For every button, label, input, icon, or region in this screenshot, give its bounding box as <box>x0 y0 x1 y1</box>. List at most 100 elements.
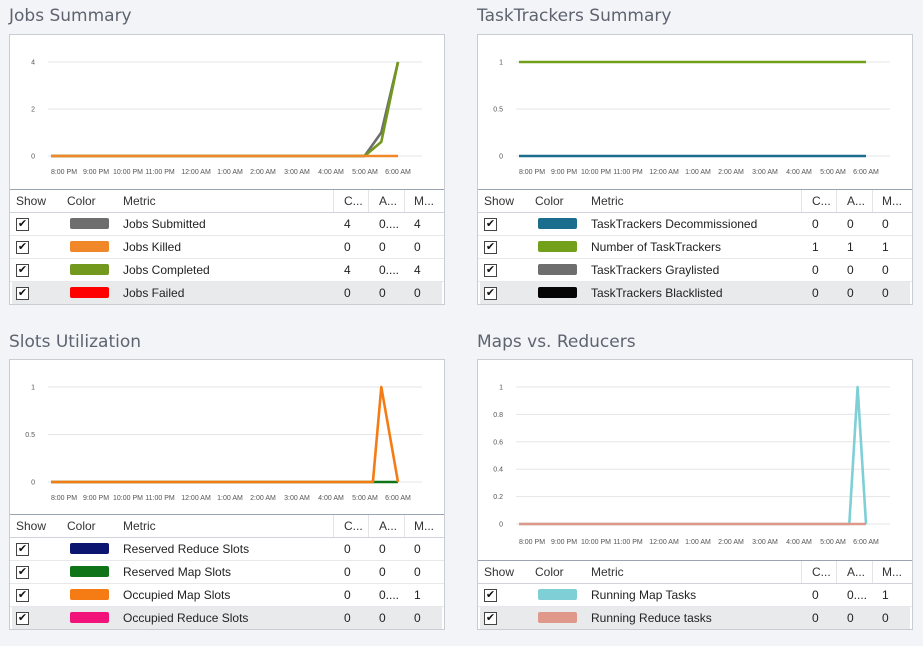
show-checkbox[interactable]: ✔ <box>484 287 497 300</box>
metric-row-reserved-reduce-slots[interactable]: ✔ Reserved Reduce Slots 0 0 0 <box>10 538 444 561</box>
color-swatch[interactable] <box>70 589 109 600</box>
metric-row-running-map-tasks[interactable]: ✔ Running Map Tasks 0 0.... 1 <box>478 584 912 607</box>
column-divider[interactable] <box>368 190 369 212</box>
metric-name: Jobs Completed <box>123 263 210 277</box>
color-swatch[interactable] <box>538 612 577 623</box>
metric-row-jobs-submitted[interactable]: ✔ Jobs Submitted 4 0.... 4 <box>10 213 444 236</box>
show-checkbox[interactable]: ✔ <box>484 241 497 254</box>
show-checkbox[interactable]: ✔ <box>16 612 29 625</box>
x-tick-label: 2:00 AM <box>718 539 744 546</box>
metric-row-number-of-tasktrackers[interactable]: ✔ Number of TaskTrackers 1 1 1 <box>478 236 912 259</box>
column-header-average[interactable]: A... <box>379 194 398 208</box>
color-swatch[interactable] <box>538 264 577 275</box>
color-swatch[interactable] <box>538 287 577 298</box>
column-header-max[interactable]: M... <box>414 519 434 533</box>
show-checkbox[interactable]: ✔ <box>16 264 29 277</box>
metric-average-value: 0.... <box>847 588 868 602</box>
column-header-show[interactable]: Show <box>484 194 515 208</box>
column-divider[interactable] <box>404 515 405 537</box>
column-header-show[interactable]: Show <box>16 194 47 208</box>
tasktrackers-summary-title: TaskTrackers Summary <box>477 6 672 26</box>
color-swatch[interactable] <box>538 218 577 229</box>
x-tick-label: 8:00 PM <box>51 169 77 176</box>
column-header-color[interactable]: Color <box>535 194 564 208</box>
column-header-metric[interactable]: Metric <box>123 194 156 208</box>
x-tick-label: 1:00 AM <box>685 169 711 176</box>
column-divider[interactable] <box>368 515 369 537</box>
x-tick-label: 5:00 AM <box>820 539 846 546</box>
column-header-metric[interactable]: Metric <box>591 565 624 579</box>
column-header-metric[interactable]: Metric <box>123 519 156 533</box>
x-tick-label: 2:00 AM <box>250 495 276 502</box>
metric-max-value: 0 <box>414 542 421 556</box>
column-header-max[interactable]: M... <box>882 194 902 208</box>
column-header-average[interactable]: A... <box>847 565 866 579</box>
metric-row-reserved-map-slots[interactable]: ✔ Reserved Map Slots 0 0 0 <box>10 561 444 584</box>
show-checkbox[interactable]: ✔ <box>484 589 497 602</box>
column-divider[interactable] <box>836 190 837 212</box>
metric-row-tasktrackers-decommissioned[interactable]: ✔ TaskTrackers Decommissioned 0 0 0 <box>478 213 912 236</box>
metric-row-occupied-reduce-slots[interactable]: ✔ Occupied Reduce Slots 0 0 0 <box>12 607 442 629</box>
x-tick-label: 10:00 PM <box>581 169 611 176</box>
column-header-color[interactable]: Color <box>67 519 96 533</box>
column-header-current[interactable]: C... <box>344 519 363 533</box>
column-header-show[interactable]: Show <box>16 519 47 533</box>
show-checkbox[interactable]: ✔ <box>484 218 497 231</box>
column-header-color[interactable]: Color <box>67 194 96 208</box>
show-checkbox[interactable]: ✔ <box>16 543 29 556</box>
show-checkbox[interactable]: ✔ <box>16 589 29 602</box>
color-swatch[interactable] <box>70 612 109 623</box>
metrics-header-row: Show Color Metric C... A... M... <box>10 190 444 213</box>
metric-current-value: 0 <box>344 240 351 254</box>
show-checkbox[interactable]: ✔ <box>16 241 29 254</box>
metric-row-tasktrackers-graylisted[interactable]: ✔ TaskTrackers Graylisted 0 0 0 <box>478 259 912 282</box>
color-swatch[interactable] <box>538 241 577 252</box>
column-divider[interactable] <box>872 561 873 583</box>
metric-row-jobs-completed[interactable]: ✔ Jobs Completed 4 0.... 4 <box>10 259 444 282</box>
column-header-max[interactable]: M... <box>414 194 434 208</box>
color-swatch[interactable] <box>70 218 109 229</box>
color-swatch[interactable] <box>538 589 577 600</box>
column-header-current[interactable]: C... <box>812 194 831 208</box>
x-tick-label: 8:00 PM <box>519 539 545 546</box>
show-checkbox[interactable]: ✔ <box>16 218 29 231</box>
column-header-average[interactable]: A... <box>847 194 866 208</box>
metric-row-jobs-failed[interactable]: ✔ Jobs Failed 0 0 0 <box>12 282 442 304</box>
color-swatch[interactable] <box>70 566 109 577</box>
column-divider[interactable] <box>836 561 837 583</box>
show-checkbox[interactable]: ✔ <box>484 612 497 625</box>
column-header-metric[interactable]: Metric <box>591 194 624 208</box>
show-checkbox[interactable]: ✔ <box>16 287 29 300</box>
column-header-show[interactable]: Show <box>484 565 515 579</box>
metric-average-value: 0 <box>379 542 386 556</box>
column-divider[interactable] <box>801 561 802 583</box>
metric-max-value: 1 <box>882 240 889 254</box>
color-swatch[interactable] <box>70 241 109 252</box>
show-checkbox[interactable]: ✔ <box>484 264 497 277</box>
show-checkbox[interactable]: ✔ <box>16 566 29 579</box>
column-header-current[interactable]: C... <box>812 565 831 579</box>
metric-row-running-reduce-tasks[interactable]: ✔ Running Reduce tasks 0 0 0 <box>480 607 910 629</box>
column-divider[interactable] <box>872 190 873 212</box>
metric-name: Jobs Failed <box>123 286 185 300</box>
x-tick-label: 5:00 AM <box>820 169 846 176</box>
column-divider[interactable] <box>404 190 405 212</box>
color-swatch[interactable] <box>70 543 109 554</box>
column-header-color[interactable]: Color <box>535 565 564 579</box>
column-header-average[interactable]: A... <box>379 519 398 533</box>
column-divider[interactable] <box>333 515 334 537</box>
metric-average-value: 0 <box>379 240 386 254</box>
column-header-current[interactable]: C... <box>344 194 363 208</box>
color-swatch[interactable] <box>70 264 109 275</box>
column-header-max[interactable]: M... <box>882 565 902 579</box>
column-divider[interactable] <box>801 190 802 212</box>
metric-average-value: 0 <box>379 565 386 579</box>
maps-vs-reducers-metrics-table: Show Color Metric C... A... M... ✔ Running Map … <box>478 560 912 629</box>
column-divider[interactable] <box>333 190 334 212</box>
x-tick-label: 2:00 AM <box>250 169 276 176</box>
y-tick-label: 0 <box>31 154 35 161</box>
metric-row-jobs-killed[interactable]: ✔ Jobs Killed 0 0 0 <box>10 236 444 259</box>
metric-row-occupied-map-slots[interactable]: ✔ Occupied Map Slots 0 0.... 1 <box>10 584 444 607</box>
metric-row-tasktrackers-blacklisted[interactable]: ✔ TaskTrackers Blacklisted 0 0 0 <box>480 282 910 304</box>
color-swatch[interactable] <box>70 287 109 298</box>
